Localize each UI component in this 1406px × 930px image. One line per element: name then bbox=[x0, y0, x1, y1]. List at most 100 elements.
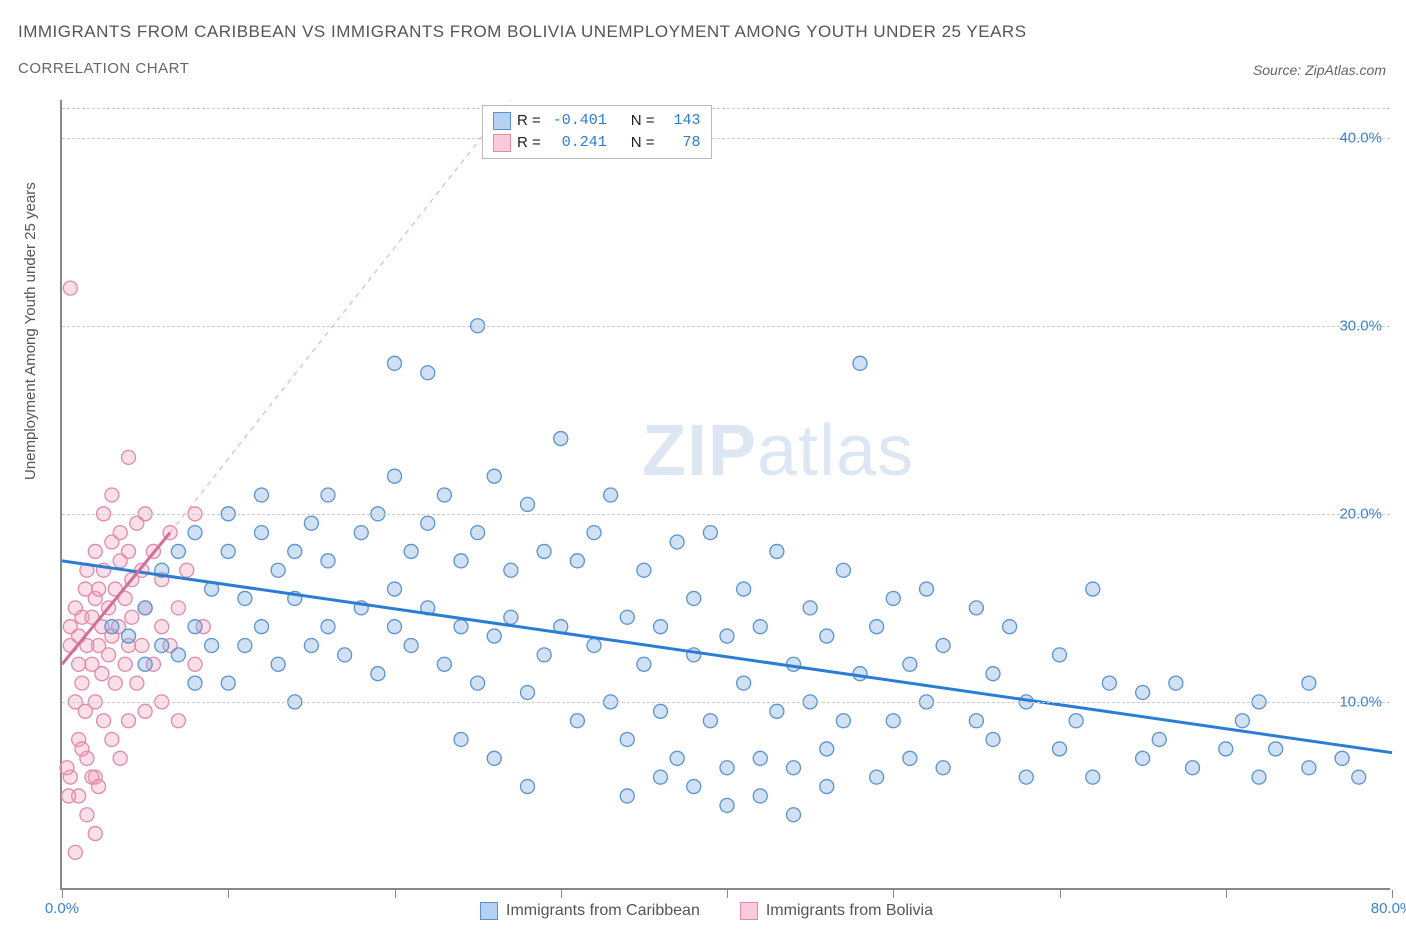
data-point bbox=[753, 620, 767, 634]
data-point bbox=[1335, 751, 1349, 765]
data-point bbox=[105, 488, 119, 502]
ytick-label: 40.0% bbox=[1339, 129, 1382, 146]
data-point bbox=[737, 676, 751, 690]
data-point bbox=[554, 432, 568, 446]
data-point bbox=[620, 610, 634, 624]
data-point bbox=[130, 676, 144, 690]
correlation-legend: R = -0.401 N = 143 R = 0.241 N = 78 bbox=[482, 105, 712, 159]
data-point bbox=[753, 751, 767, 765]
data-point bbox=[487, 751, 501, 765]
data-point bbox=[388, 469, 402, 483]
data-point bbox=[1302, 761, 1316, 775]
r-val-caribbean: -0.401 bbox=[547, 110, 607, 132]
data-point bbox=[171, 648, 185, 662]
data-point bbox=[321, 488, 335, 502]
n-label: N = bbox=[631, 110, 655, 132]
data-point bbox=[853, 667, 867, 681]
r-val-bolivia: 0.241 bbox=[547, 132, 607, 154]
data-point bbox=[986, 667, 1000, 681]
data-point bbox=[504, 563, 518, 577]
data-point bbox=[720, 798, 734, 812]
data-point bbox=[969, 714, 983, 728]
data-point bbox=[388, 356, 402, 370]
data-point bbox=[537, 648, 551, 662]
data-point bbox=[354, 526, 368, 540]
n-label: N = bbox=[631, 132, 655, 154]
data-point bbox=[703, 526, 717, 540]
data-point bbox=[437, 657, 451, 671]
n-val-bolivia: 78 bbox=[661, 132, 701, 154]
data-point bbox=[820, 742, 834, 756]
data-point bbox=[125, 610, 139, 624]
data-point bbox=[188, 676, 202, 690]
data-point bbox=[95, 667, 109, 681]
xtick bbox=[1392, 890, 1393, 898]
data-point bbox=[118, 657, 132, 671]
xtick bbox=[395, 890, 396, 898]
legend-item-caribbean: Immigrants from Caribbean bbox=[480, 902, 700, 920]
data-point bbox=[620, 733, 634, 747]
data-point bbox=[803, 601, 817, 615]
data-point bbox=[421, 516, 435, 530]
data-point bbox=[122, 450, 136, 464]
data-point bbox=[770, 704, 784, 718]
data-point bbox=[404, 638, 418, 652]
trend-extension bbox=[170, 100, 511, 533]
data-point bbox=[97, 714, 111, 728]
data-point bbox=[1152, 733, 1166, 747]
data-point bbox=[570, 554, 584, 568]
data-point bbox=[75, 676, 89, 690]
data-point bbox=[687, 780, 701, 794]
data-point bbox=[787, 761, 801, 775]
data-point bbox=[720, 761, 734, 775]
data-point bbox=[88, 827, 102, 841]
data-point bbox=[637, 657, 651, 671]
data-point bbox=[654, 704, 668, 718]
data-point bbox=[238, 591, 252, 605]
data-point bbox=[1136, 751, 1150, 765]
data-point bbox=[255, 526, 269, 540]
data-point bbox=[171, 544, 185, 558]
xtick bbox=[228, 890, 229, 898]
data-point bbox=[870, 620, 884, 634]
data-point bbox=[404, 544, 418, 558]
data-point bbox=[1136, 686, 1150, 700]
source-label: Source: ZipAtlas.com bbox=[1253, 62, 1386, 78]
data-point bbox=[770, 544, 784, 558]
legend-item-bolivia: Immigrants from Bolivia bbox=[740, 902, 933, 920]
data-point bbox=[737, 582, 751, 596]
data-point bbox=[836, 563, 850, 577]
data-point bbox=[1086, 582, 1100, 596]
data-point bbox=[388, 620, 402, 634]
xtick-label: 80.0% bbox=[1371, 900, 1406, 917]
data-point bbox=[1252, 770, 1266, 784]
data-point bbox=[1302, 676, 1316, 690]
data-point bbox=[138, 704, 152, 718]
data-point bbox=[68, 845, 82, 859]
data-point bbox=[1235, 714, 1249, 728]
trend-line bbox=[62, 533, 170, 665]
data-point bbox=[1069, 714, 1083, 728]
data-point bbox=[135, 638, 149, 652]
data-point bbox=[188, 526, 202, 540]
legend-label-caribbean: Immigrants from Caribbean bbox=[506, 902, 700, 920]
data-point bbox=[437, 488, 451, 502]
r-label: R = bbox=[517, 110, 541, 132]
data-point bbox=[570, 714, 584, 728]
data-point bbox=[321, 554, 335, 568]
chart-plot-area: ZIPatlas R = -0.401 N = 143 R = 0.241 N … bbox=[60, 100, 1390, 890]
data-point bbox=[986, 733, 1000, 747]
data-point bbox=[92, 780, 106, 794]
data-point bbox=[304, 638, 318, 652]
data-point bbox=[454, 733, 468, 747]
data-point bbox=[205, 638, 219, 652]
data-point bbox=[687, 591, 701, 605]
data-point bbox=[188, 657, 202, 671]
data-point bbox=[188, 620, 202, 634]
data-point bbox=[521, 780, 535, 794]
data-point bbox=[105, 620, 119, 634]
data-point bbox=[75, 742, 89, 756]
data-point bbox=[886, 714, 900, 728]
data-point bbox=[421, 366, 435, 380]
n-val-caribbean: 143 bbox=[661, 110, 701, 132]
